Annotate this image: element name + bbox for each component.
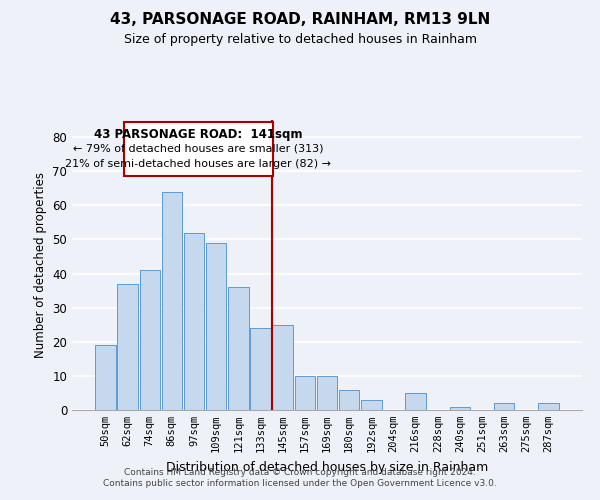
Bar <box>538 403 559 410</box>
Text: ← 79% of detached houses are smaller (313): ← 79% of detached houses are smaller (31… <box>73 144 324 154</box>
Text: Contains HM Land Registry data © Crown copyright and database right 2024.
Contai: Contains HM Land Registry data © Crown c… <box>103 468 497 487</box>
Bar <box>317 376 337 410</box>
Bar <box>140 270 160 410</box>
Bar <box>450 406 470 410</box>
Text: 43, PARSONAGE ROAD, RAINHAM, RM13 9LN: 43, PARSONAGE ROAD, RAINHAM, RM13 9LN <box>110 12 490 28</box>
Bar <box>161 192 182 410</box>
Text: Size of property relative to detached houses in Rainham: Size of property relative to detached ho… <box>124 32 476 46</box>
Bar <box>494 403 514 410</box>
Bar <box>295 376 315 410</box>
Bar <box>406 393 426 410</box>
Bar <box>272 324 293 410</box>
Bar <box>361 400 382 410</box>
Bar <box>206 243 226 410</box>
FancyBboxPatch shape <box>124 122 273 176</box>
X-axis label: Distribution of detached houses by size in Rainham: Distribution of detached houses by size … <box>166 460 488 473</box>
Bar <box>228 287 248 410</box>
Y-axis label: Number of detached properties: Number of detached properties <box>34 172 47 358</box>
Bar <box>184 232 204 410</box>
Bar <box>118 284 138 410</box>
Text: 43 PARSONAGE ROAD:  141sqm: 43 PARSONAGE ROAD: 141sqm <box>94 128 303 141</box>
Bar <box>250 328 271 410</box>
Bar <box>95 345 116 410</box>
Bar <box>339 390 359 410</box>
Text: 21% of semi-detached houses are larger (82) →: 21% of semi-detached houses are larger (… <box>65 159 331 169</box>
